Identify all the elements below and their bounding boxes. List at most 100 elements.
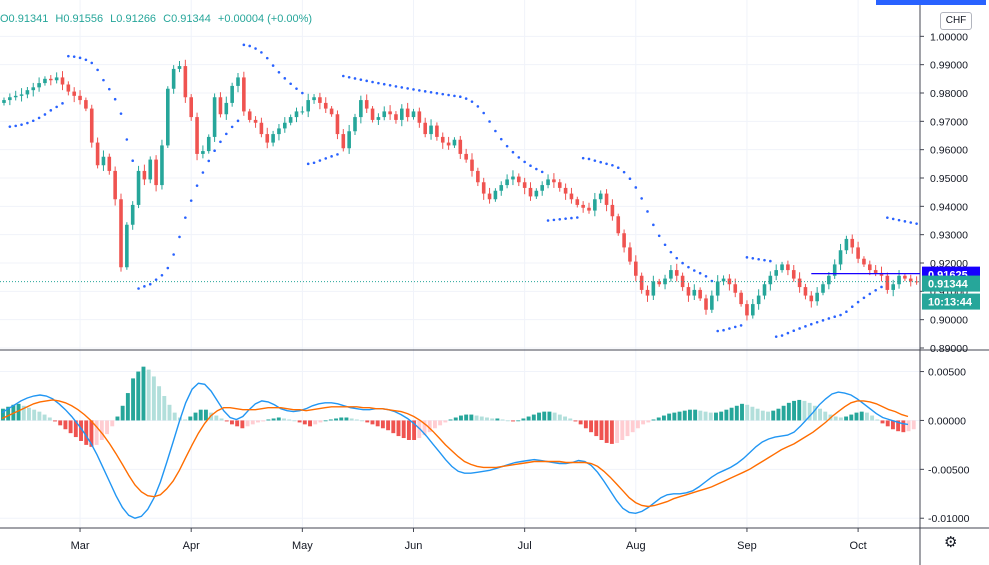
macd-histogram-bar xyxy=(812,405,817,421)
sar-dot xyxy=(441,92,445,96)
macd-histogram-bar xyxy=(557,414,562,421)
price-tick-label: 0.93000 xyxy=(930,230,968,242)
macd-histogram-bar xyxy=(230,420,234,425)
sar-dot xyxy=(312,161,316,165)
macd-histogram-bar xyxy=(766,411,770,421)
macd-histogram-bar xyxy=(131,378,136,421)
sar-dot xyxy=(780,334,784,337)
macd-histogram-bar xyxy=(573,420,578,422)
candle-body xyxy=(862,258,866,265)
candle-body xyxy=(873,270,878,273)
candle-body xyxy=(388,111,392,115)
candle-body xyxy=(511,176,515,180)
macd-histogram-bar xyxy=(308,420,312,427)
candle-body xyxy=(236,77,240,86)
candle xyxy=(247,108,252,123)
candle xyxy=(803,283,808,300)
macd-axis: 0.00500 0.00000 -0.00500 -0.01000 xyxy=(920,367,970,525)
candles xyxy=(2,59,919,321)
candle-body xyxy=(639,275,644,290)
candle xyxy=(616,213,621,236)
candle xyxy=(751,299,755,319)
macd-histogram-bar xyxy=(500,419,505,421)
candle-body xyxy=(557,182,562,188)
candle-body xyxy=(686,287,691,296)
macd-histogram-bar xyxy=(334,418,338,421)
candle-body xyxy=(868,264,872,271)
candle xyxy=(610,199,615,221)
candle xyxy=(236,72,240,93)
candle-body xyxy=(89,108,94,143)
sar-dot xyxy=(622,170,626,174)
sar-dot xyxy=(821,319,825,322)
sar-dot xyxy=(681,261,684,265)
ohlc-legend: O0.91341 H0.91556 L0.91266 C0.91344 +0.0… xyxy=(0,13,316,25)
candle xyxy=(745,300,749,321)
candle xyxy=(827,271,831,290)
macd-histogram-bar xyxy=(250,420,255,425)
candle xyxy=(283,117,287,133)
macd-histogram-bar xyxy=(318,420,323,423)
candle xyxy=(259,117,264,138)
price-tick-label: 0.96000 xyxy=(930,145,968,157)
candle xyxy=(634,255,638,282)
sar-dot xyxy=(318,159,322,162)
candle xyxy=(212,93,217,142)
candle xyxy=(66,81,71,96)
candle-body xyxy=(704,298,708,310)
candle xyxy=(809,291,814,308)
candle-body xyxy=(154,159,158,186)
macd-histogram-bar xyxy=(235,420,240,427)
sar-dot xyxy=(693,269,696,272)
candle xyxy=(815,287,819,306)
sar-dot xyxy=(143,285,146,288)
candle xyxy=(546,174,550,189)
candle-body xyxy=(832,264,837,276)
candle xyxy=(300,106,305,115)
macd-histogram-bar xyxy=(474,415,479,421)
candle-body xyxy=(856,247,860,259)
candle xyxy=(341,129,346,152)
candle-body xyxy=(25,90,30,95)
candle-body xyxy=(171,68,176,89)
candle xyxy=(101,150,106,171)
sar-dot xyxy=(897,218,901,222)
sar-dot xyxy=(605,162,608,166)
sar-dot xyxy=(96,68,99,72)
candle xyxy=(2,97,6,106)
candle-body xyxy=(411,111,416,118)
sar-dot xyxy=(371,80,374,84)
currency-button[interactable]: CHF xyxy=(940,12,972,30)
sar-dot xyxy=(464,97,468,100)
candle xyxy=(704,294,708,315)
candle-body xyxy=(540,185,544,191)
macd-histogram-bar xyxy=(183,419,188,421)
candle-body xyxy=(435,125,439,137)
candle-body xyxy=(54,77,59,81)
sar-dot xyxy=(412,88,415,91)
sar-dot xyxy=(459,95,462,99)
candle-body xyxy=(844,238,849,251)
candle-body xyxy=(534,190,539,197)
sar-dot xyxy=(675,256,679,260)
candle xyxy=(856,241,860,264)
candle xyxy=(224,96,229,120)
candle xyxy=(891,279,895,297)
candle-body xyxy=(300,111,305,113)
sar-dot xyxy=(49,109,53,112)
gear-icon[interactable]: ⚙ xyxy=(944,534,958,551)
macd-histogram-bar xyxy=(792,400,796,421)
macd-histogram-bar xyxy=(271,418,276,421)
candle-body xyxy=(265,134,270,143)
candle xyxy=(376,113,381,125)
candle xyxy=(19,88,24,102)
sar-dot xyxy=(84,58,88,62)
sar-dot xyxy=(230,125,234,129)
candle-body xyxy=(166,88,170,146)
macd-histogram-bar xyxy=(849,414,854,421)
macd-histogram-bar xyxy=(459,415,463,421)
sar-dot xyxy=(587,157,591,161)
candle-body xyxy=(259,122,264,135)
sar-dot xyxy=(330,155,333,158)
